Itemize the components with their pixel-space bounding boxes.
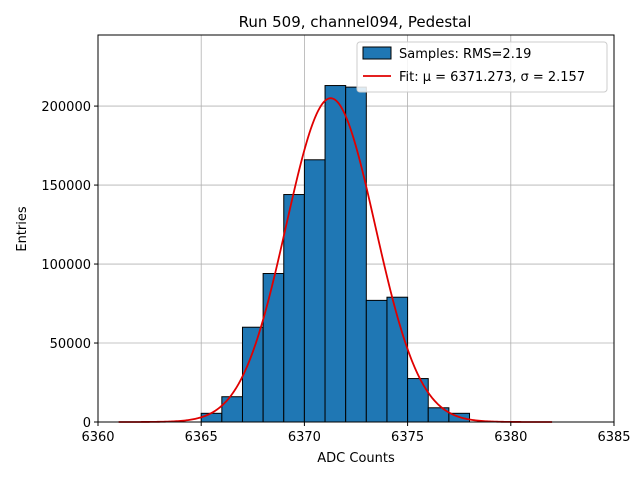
legend-label-samples: Samples: RMS=2.19 <box>399 47 531 62</box>
histogram-bar <box>407 378 429 423</box>
y-tick-label: 200000 <box>41 100 91 115</box>
legend-box <box>356 41 608 93</box>
y-tick-label: 0 <box>83 416 91 431</box>
histogram-bar <box>345 86 367 423</box>
x-axis-ticks: 6360 6365 6370 6375 6380 6385 <box>81 422 631 445</box>
x-tick-label: 6380 <box>494 430 527 445</box>
histogram-bar <box>365 299 388 423</box>
histogram-bar <box>324 85 347 423</box>
chart-title: Run 509, channel094, Pedestal <box>239 13 472 31</box>
x-tick-label: 6360 <box>81 430 114 445</box>
histogram-bar <box>262 273 285 423</box>
fit-curve <box>118 97 553 423</box>
y-tick-label: 50000 <box>50 337 91 352</box>
y-tick-label: 150000 <box>41 179 91 194</box>
x-tick-label: 6375 <box>391 430 424 445</box>
legend: Samples: RMS=2.19 Fit: μ = 6371.273, σ =… <box>356 41 608 93</box>
x-tick-label: 6365 <box>185 430 218 445</box>
histogram-bar <box>200 412 223 423</box>
histogram-bar <box>241 326 264 423</box>
histogram-bar <box>303 159 326 423</box>
legend-label-fit: Fit: μ = 6371.273, σ = 2.157 <box>399 70 585 85</box>
x-tick-label: 6370 <box>288 430 321 445</box>
y-axis-label: Entries <box>15 206 30 252</box>
histogram-bar <box>221 396 243 423</box>
histogram-bars <box>200 85 471 423</box>
x-axis-label: ADC Counts <box>317 451 395 466</box>
y-tick-label: 100000 <box>41 258 91 273</box>
legend-swatch-samples <box>362 46 392 60</box>
histogram-bar <box>283 194 305 423</box>
y-axis-ticks: 0 50000 100000 150000 200000 <box>41 100 98 431</box>
x-tick-label: 6385 <box>597 430 630 445</box>
plot-frame <box>97 34 615 423</box>
